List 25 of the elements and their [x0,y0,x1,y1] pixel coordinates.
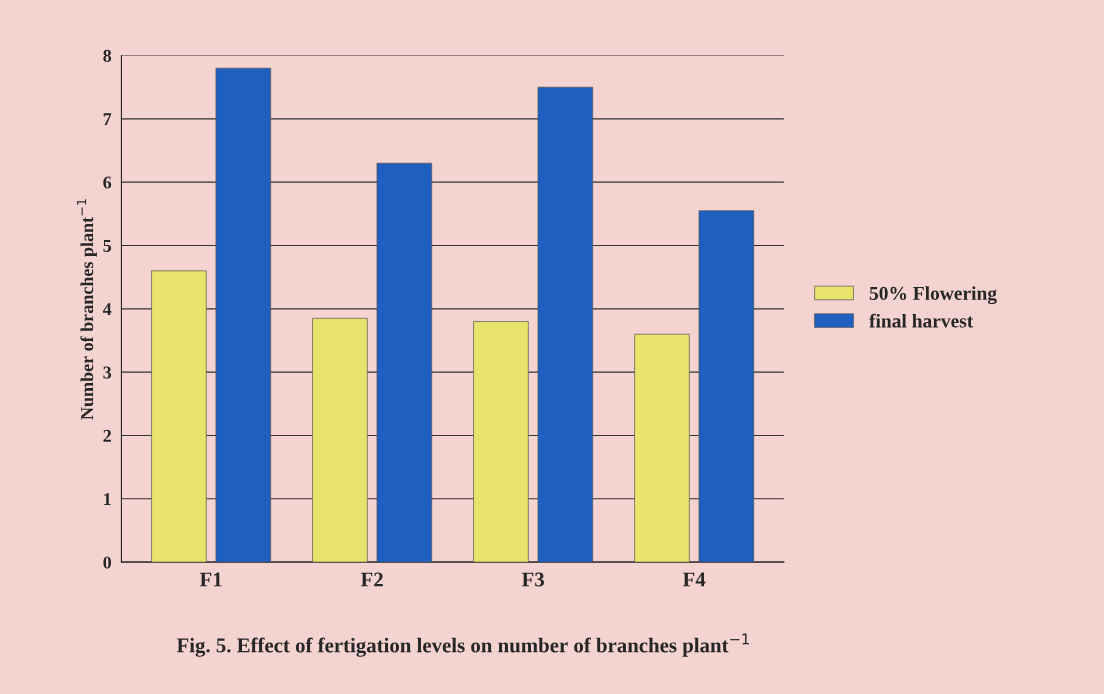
bar [698,210,755,563]
y-tick-label: 5 [103,239,112,252]
y-tick-label: 0 [103,556,112,569]
bar [151,270,207,563]
bar [376,162,433,563]
y-tick-label: 1 [104,493,111,506]
legend-label: final harvest [869,313,974,328]
x-tick-label: F2 [360,572,383,587]
x-tick-label: F4 [682,572,706,587]
bar [634,333,690,563]
bar [473,321,529,563]
text: Fig. 5. Effect of fertigation levels on number of branches plant$^{−1}$ [176,633,749,657]
y-tick-label: 7 [103,113,112,126]
y-tick-label: 8 [103,49,112,62]
bar [537,86,594,563]
legend-label: 50% Flowering [869,286,997,305]
x-tick-label: F1 [199,572,222,587]
y-tick-label: 3 [103,366,112,379]
bar [312,317,368,563]
y-axis-title: Number of branches plant$^{−1}$ [76,199,97,420]
y-tick-label: 6 [103,176,112,189]
y-tick-label: 2 [103,429,111,442]
x-tick-label: F3 [521,572,544,587]
y-tick-label: 4 [102,303,112,316]
bar [215,67,272,563]
